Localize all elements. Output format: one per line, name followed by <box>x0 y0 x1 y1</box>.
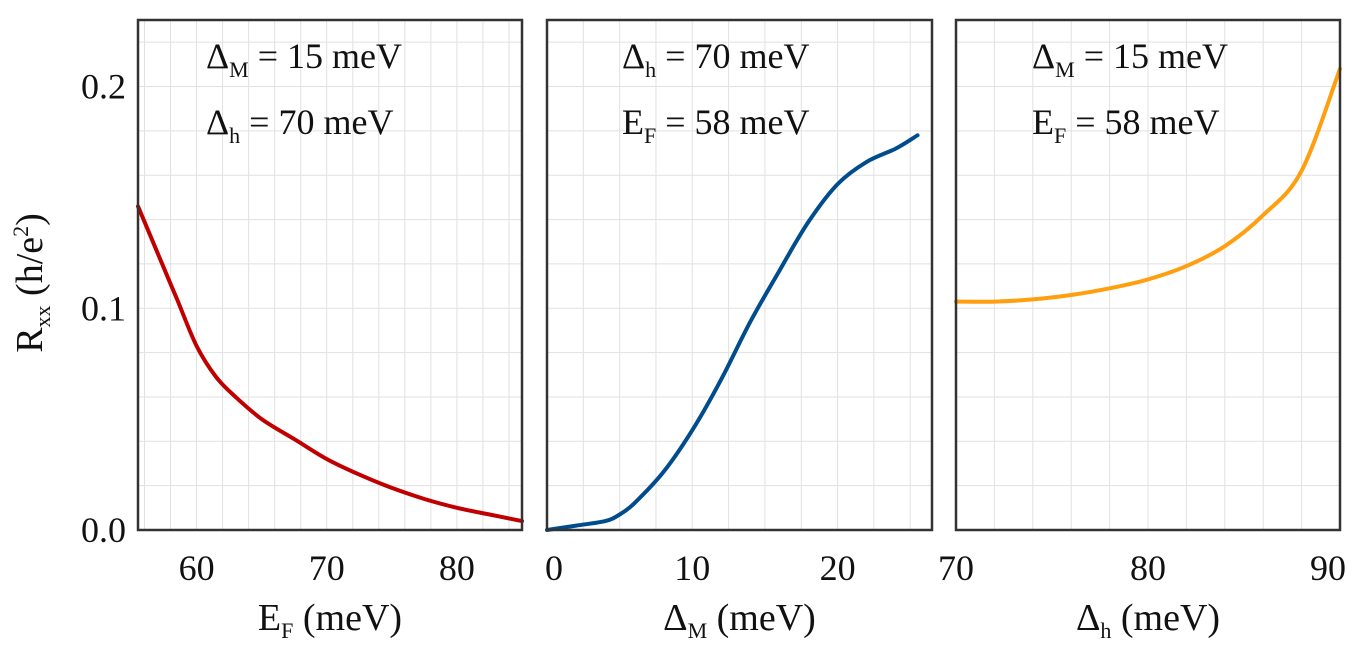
x-tick-label: 60 <box>179 548 215 588</box>
x-tick-label: 0 <box>545 548 563 588</box>
x-tick-label: 90 <box>1310 548 1346 588</box>
x-axis-label: ΔM (meV) <box>663 597 816 642</box>
series-line <box>545 133 920 532</box>
y-tick-label: 0.2 <box>81 67 126 107</box>
annotation-1: ΔM = 15 meV <box>1032 36 1228 82</box>
series-line <box>136 204 524 524</box>
x-tick-label: 80 <box>439 548 475 588</box>
y-axis-label: Rxx (h/e2) <box>8 213 55 353</box>
plot-frame <box>954 18 1342 532</box>
annotation-2: EF = 58 meV <box>622 102 810 148</box>
series-line <box>954 66 1342 304</box>
x-tick-label: 70 <box>938 548 974 588</box>
x-axis-label: Δh (meV) <box>1076 597 1220 642</box>
plot-frame <box>545 18 934 532</box>
plot-frame <box>136 18 524 532</box>
x-tick-label: 20 <box>820 548 856 588</box>
annotation-1: ΔM = 15 meV <box>206 36 402 82</box>
annotation-1: Δh = 70 meV <box>622 36 809 82</box>
panel-rxx-vs-delta-h: 70 80 90 Δh (meV) ΔM = 15 meV EF = 58 meV <box>938 18 1346 643</box>
panel-rxx-vs-ef: 60 70 80 EF (meV) ΔM = 15 meV Δh = 70 meV <box>136 18 524 643</box>
y-tick-label: 0.1 <box>81 288 126 328</box>
x-tick-label: 10 <box>674 548 710 588</box>
x-tick-label: 80 <box>1130 548 1166 588</box>
annotation-2: Δh = 70 meV <box>206 102 393 148</box>
x-tick-label: 70 <box>309 548 345 588</box>
y-tick-label: 0.0 <box>81 510 126 550</box>
x-axis-label: EF (meV) <box>258 597 402 642</box>
annotation-2: EF = 58 meV <box>1032 102 1220 148</box>
